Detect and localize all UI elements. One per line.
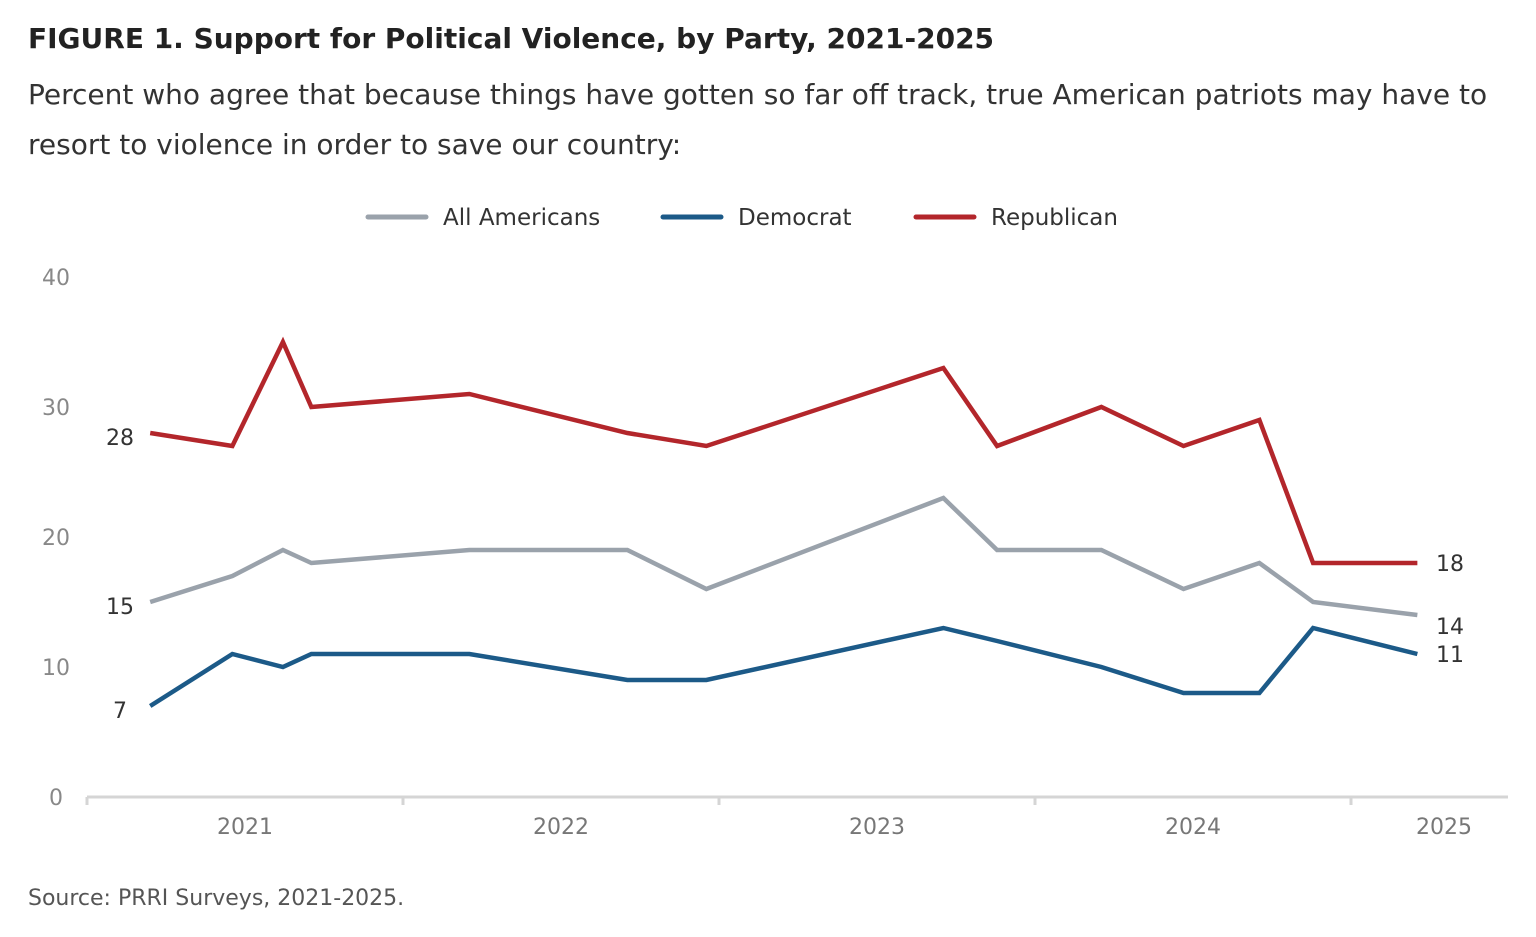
end-data-label: 18 <box>1436 552 1464 577</box>
y-tick-label: 10 <box>42 656 70 681</box>
y-tick-label: 0 <box>49 786 63 811</box>
start-data-label: 15 <box>106 595 134 620</box>
legend-label: All Americans <box>443 205 600 231</box>
start-data-label: 28 <box>106 426 134 451</box>
y-tick-label: 20 <box>42 526 70 551</box>
y-tick-label: 40 <box>42 266 70 291</box>
start-data-label: 7 <box>113 699 127 724</box>
end-data-label: 11 <box>1436 643 1464 668</box>
y-tick-label: 30 <box>42 396 70 421</box>
x-tick-label: 2022 <box>533 815 589 840</box>
chart-subtitle: Percent who agree that because things ha… <box>28 78 1488 161</box>
chart-title: FIGURE 1. Support for Political Violence… <box>28 22 995 55</box>
series-line-republican <box>149 336 1418 566</box>
legend-label: Democrat <box>738 205 852 231</box>
end-data-label: 14 <box>1436 615 1464 640</box>
series-line-democrat <box>148 625 1418 708</box>
x-tick-label: 2025 <box>1416 815 1472 840</box>
legend-label: Republican <box>991 205 1118 231</box>
source-note: Source: PRRI Surveys, 2021-2025. <box>28 886 405 911</box>
x-tick-label: 2023 <box>849 815 905 840</box>
x-tick-label: 2024 <box>1165 815 1221 840</box>
x-tick-label: 2021 <box>217 815 273 840</box>
series-line-all-americans <box>149 495 1418 618</box>
